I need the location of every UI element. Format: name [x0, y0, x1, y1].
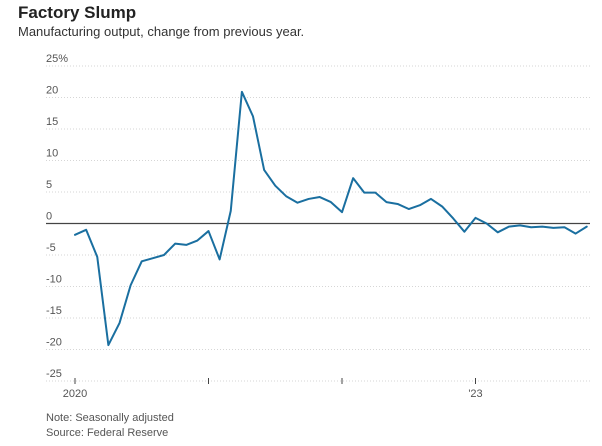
x-tick-label: 2020 [63, 388, 87, 400]
y-tick-label: -20 [46, 337, 62, 349]
series-line [74, 90, 588, 347]
y-tick-label: 5 [46, 179, 52, 191]
chart-title: Factory Slump [18, 3, 137, 22]
y-tick-label: 0 [46, 211, 52, 223]
y-tick-label: 25% [46, 53, 68, 65]
y-tick-label: -10 [46, 274, 62, 286]
chart-subtitle: Manufacturing output, change from previo… [18, 24, 305, 39]
y-tick-label: -25 [46, 368, 62, 380]
y-tick-label: 15 [46, 116, 58, 128]
y-tick-label: 10 [46, 148, 58, 160]
x-tick-label: '23 [468, 388, 482, 400]
y-tick-label: 20 [46, 85, 58, 97]
y-tick-label: -15 [46, 305, 62, 317]
chart-footnote: Note: Seasonally adjusted Source: Federa… [46, 411, 174, 441]
source-text: Source: Federal Reserve [46, 427, 169, 439]
note-text: Note: Seasonally adjusted [46, 412, 174, 424]
y-tick-label: -5 [46, 242, 56, 254]
